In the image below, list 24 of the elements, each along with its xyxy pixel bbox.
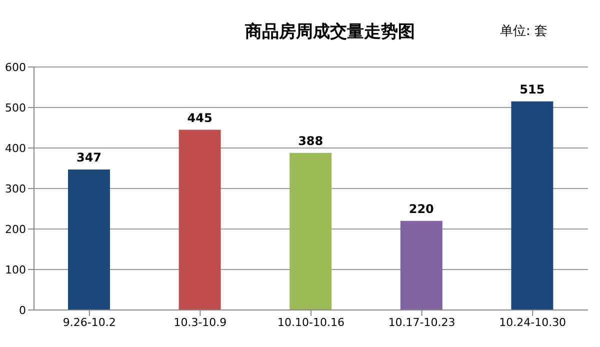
y-tick-label: 500 — [5, 101, 26, 114]
y-tick-label: 200 — [5, 222, 26, 236]
x-tick-label: 10.10-10.16 — [278, 316, 344, 329]
chart-title: 商品房周成交量走势图 — [245, 22, 415, 42]
y-tick-label: 400 — [5, 142, 26, 155]
bar — [178, 130, 221, 310]
data-label: 445 — [187, 110, 212, 125]
y-tick-label: 100 — [5, 263, 26, 276]
x-tick-label: 10.3-10.9 — [174, 316, 227, 329]
data-label: 515 — [520, 82, 545, 96]
y-tick-label: 600 — [5, 60, 26, 74]
text: 单位: 套 — [500, 23, 548, 40]
x-tick-label: 10.17-10.23 — [388, 316, 456, 329]
y-tick-label: 300 — [5, 182, 26, 196]
x-tick-label: 10.24-10.30 — [499, 316, 566, 329]
bar — [511, 101, 554, 310]
bar — [290, 152, 332, 310]
bar — [400, 220, 442, 310]
y-tick-label: 0 — [19, 304, 26, 317]
data-label: 347 — [76, 150, 102, 164]
data-label: 220 — [408, 202, 434, 216]
data-label: 388 — [298, 134, 324, 148]
x-tick-label: 9.26-10.2 — [62, 316, 116, 329]
bar — [68, 169, 110, 310]
